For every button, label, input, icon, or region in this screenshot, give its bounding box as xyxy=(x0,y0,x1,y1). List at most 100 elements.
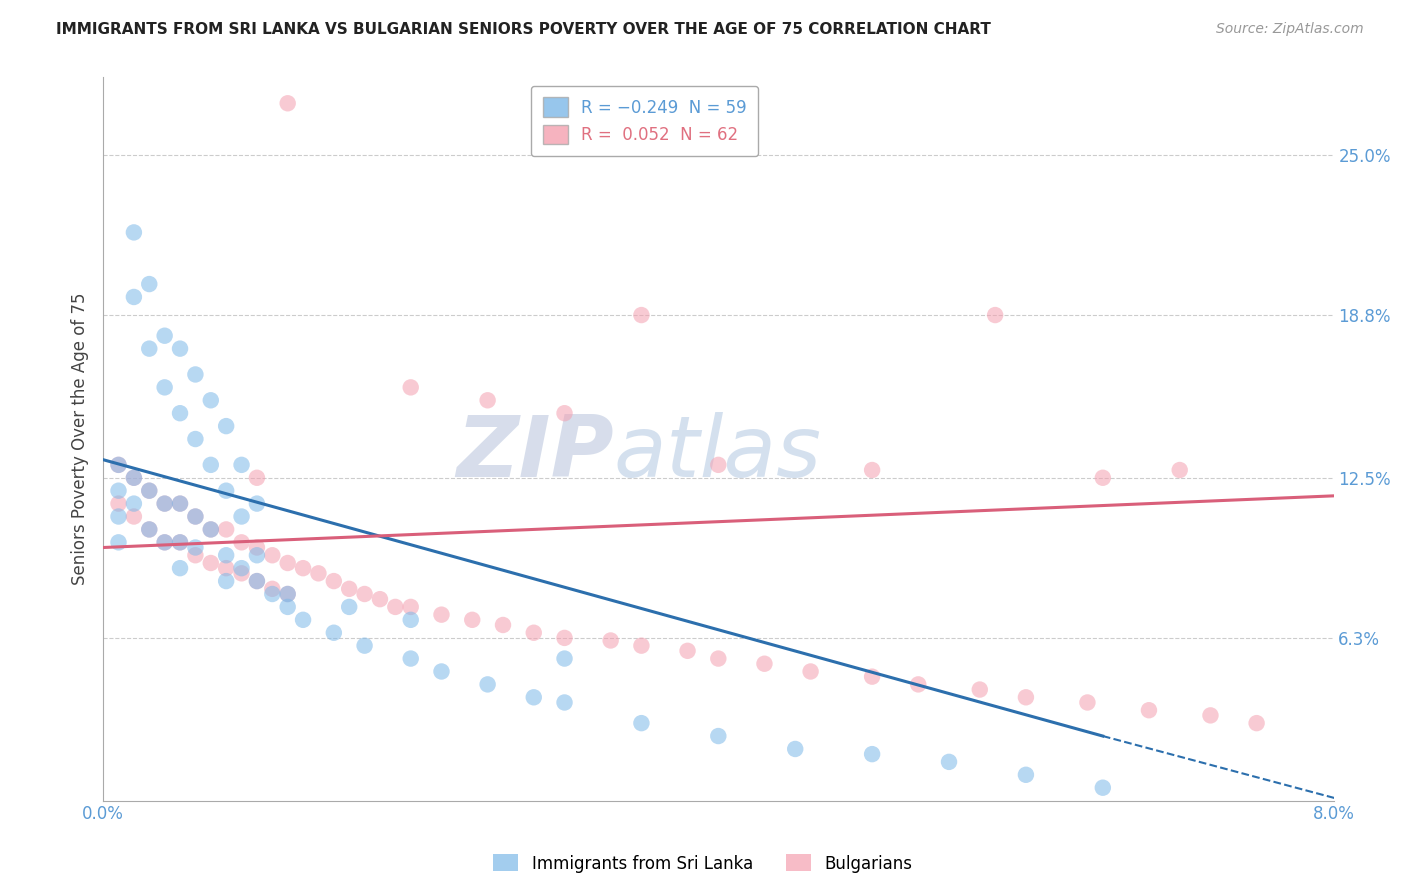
Point xyxy=(246,574,269,588)
Point xyxy=(860,670,883,684)
Point xyxy=(200,523,222,537)
Point xyxy=(169,406,191,420)
Legend: R = −0.249  N = 59, R =  0.052  N = 62: R = −0.249 N = 59, R = 0.052 N = 62 xyxy=(531,86,758,156)
Point xyxy=(492,618,515,632)
Point xyxy=(322,574,344,588)
Point xyxy=(630,308,652,322)
Point xyxy=(907,677,929,691)
Point xyxy=(153,535,176,549)
Point xyxy=(292,561,315,575)
Point xyxy=(138,483,160,498)
Point xyxy=(153,497,176,511)
Point xyxy=(184,509,207,524)
Point xyxy=(754,657,776,671)
Text: ZIP: ZIP xyxy=(456,412,614,495)
Y-axis label: Seniors Poverty Over the Age of 75: Seniors Poverty Over the Age of 75 xyxy=(72,293,89,585)
Point xyxy=(200,458,222,472)
Point xyxy=(399,651,422,665)
Point xyxy=(122,471,145,485)
Point xyxy=(384,599,406,614)
Point xyxy=(860,463,883,477)
Point xyxy=(337,582,360,596)
Point xyxy=(353,639,375,653)
Point xyxy=(231,561,253,575)
Point xyxy=(215,561,238,575)
Point xyxy=(215,574,238,588)
Point xyxy=(707,651,730,665)
Point xyxy=(785,742,807,756)
Point xyxy=(277,599,299,614)
Point xyxy=(215,548,238,562)
Point xyxy=(215,483,238,498)
Point xyxy=(969,682,991,697)
Point xyxy=(1076,696,1098,710)
Point xyxy=(107,497,129,511)
Point xyxy=(138,277,160,291)
Point xyxy=(246,497,269,511)
Point xyxy=(107,458,129,472)
Point xyxy=(554,631,576,645)
Point xyxy=(1137,703,1160,717)
Point xyxy=(307,566,329,581)
Point xyxy=(430,607,453,622)
Point xyxy=(523,625,546,640)
Point xyxy=(169,342,191,356)
Point xyxy=(169,535,191,549)
Point xyxy=(292,613,315,627)
Point xyxy=(169,497,191,511)
Point xyxy=(1091,471,1114,485)
Point xyxy=(554,651,576,665)
Point xyxy=(138,523,160,537)
Point xyxy=(262,587,284,601)
Point xyxy=(353,587,375,601)
Point xyxy=(107,535,129,549)
Point xyxy=(477,393,499,408)
Point xyxy=(461,613,484,627)
Point xyxy=(676,644,699,658)
Text: Source: ZipAtlas.com: Source: ZipAtlas.com xyxy=(1216,22,1364,37)
Point xyxy=(277,96,299,111)
Point xyxy=(599,633,621,648)
Text: IMMIGRANTS FROM SRI LANKA VS BULGARIAN SENIORS POVERTY OVER THE AGE OF 75 CORREL: IMMIGRANTS FROM SRI LANKA VS BULGARIAN S… xyxy=(56,22,991,37)
Point xyxy=(184,541,207,555)
Legend: Immigrants from Sri Lanka, Bulgarians: Immigrants from Sri Lanka, Bulgarians xyxy=(486,847,920,880)
Point xyxy=(138,342,160,356)
Point xyxy=(707,458,730,472)
Point xyxy=(246,541,269,555)
Point xyxy=(984,308,1007,322)
Point xyxy=(477,677,499,691)
Point xyxy=(1015,690,1038,705)
Point xyxy=(262,582,284,596)
Point xyxy=(153,380,176,394)
Point xyxy=(277,587,299,601)
Point xyxy=(184,368,207,382)
Point xyxy=(277,556,299,570)
Point xyxy=(122,497,145,511)
Point xyxy=(554,406,576,420)
Point xyxy=(1168,463,1191,477)
Point xyxy=(430,665,453,679)
Point xyxy=(169,535,191,549)
Point xyxy=(107,483,129,498)
Point xyxy=(122,471,145,485)
Point xyxy=(153,497,176,511)
Point xyxy=(800,665,823,679)
Point xyxy=(215,419,238,434)
Point xyxy=(107,509,129,524)
Point xyxy=(1199,708,1222,723)
Point xyxy=(399,380,422,394)
Point xyxy=(200,556,222,570)
Point xyxy=(630,639,652,653)
Point xyxy=(122,290,145,304)
Point xyxy=(138,523,160,537)
Point xyxy=(523,690,546,705)
Point xyxy=(169,497,191,511)
Point xyxy=(246,548,269,562)
Point xyxy=(231,535,253,549)
Text: atlas: atlas xyxy=(614,412,821,495)
Point xyxy=(1246,716,1268,731)
Point xyxy=(200,523,222,537)
Point xyxy=(184,548,207,562)
Point xyxy=(215,523,238,537)
Point xyxy=(231,509,253,524)
